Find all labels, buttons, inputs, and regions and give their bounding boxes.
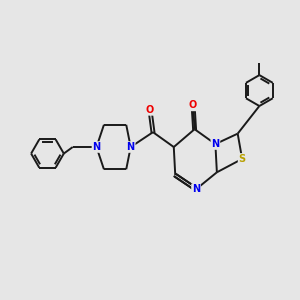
Text: N: N [127,142,135,152]
Text: N: N [192,184,200,194]
Text: S: S [238,154,246,164]
Text: N: N [92,142,101,152]
Text: O: O [146,105,154,115]
Text: N: N [211,139,220,149]
Text: O: O [189,100,197,110]
